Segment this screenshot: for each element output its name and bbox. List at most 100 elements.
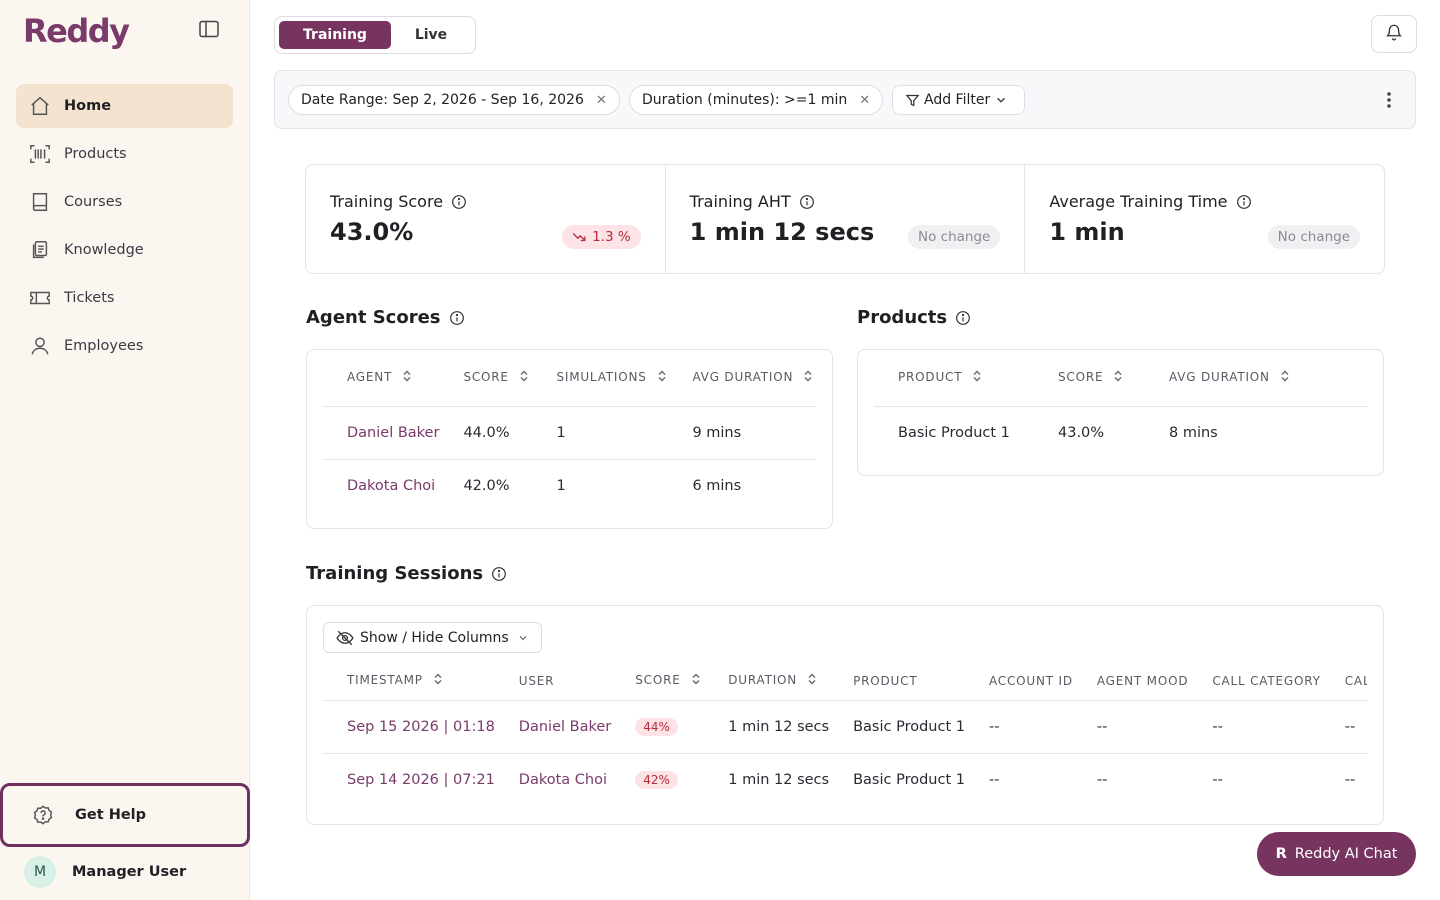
column-header-avg-duration[interactable]: AVG DURATION bbox=[1145, 350, 1367, 407]
sidebar-toggle-icon[interactable] bbox=[198, 18, 220, 40]
info-icon[interactable] bbox=[491, 566, 507, 582]
column-header-account-id[interactable]: ACCOUNT ID bbox=[964, 662, 1073, 701]
sidebar-item-products[interactable]: Products bbox=[16, 132, 233, 176]
table-cell: 9 mins bbox=[668, 406, 816, 460]
sort-icon[interactable] bbox=[1113, 370, 1123, 385]
show-hide-columns-button[interactable]: Show / Hide Columns bbox=[323, 622, 542, 653]
ai-chat-label: Reddy AI Chat bbox=[1294, 846, 1398, 862]
session-user-link[interactable]: Dakota Choi bbox=[518, 771, 607, 788]
sidebar-item-employees[interactable]: Employees bbox=[16, 324, 233, 368]
table-row: Daniel Baker 44.0% 1 9 mins bbox=[323, 406, 816, 460]
sort-icon[interactable] bbox=[657, 370, 667, 385]
training-sessions-title: Training Sessions bbox=[306, 563, 507, 584]
column-header-simulations[interactable]: SIMULATIONS bbox=[532, 350, 669, 407]
info-icon[interactable] bbox=[955, 310, 971, 326]
agent-scores-title: Agent Scores bbox=[306, 307, 465, 328]
ai-chat-button[interactable]: R Reddy AI Chat bbox=[1257, 832, 1416, 876]
sidebar-item-knowledge[interactable]: Knowledge bbox=[16, 228, 233, 272]
session-user-link[interactable]: Daniel Baker bbox=[494, 700, 612, 754]
column-header-agent[interactable]: AGENT bbox=[323, 350, 440, 407]
table-cell: Basic Product 1 bbox=[853, 771, 965, 788]
column-header-product[interactable]: PRODUCT bbox=[829, 662, 965, 701]
ticket-icon bbox=[28, 286, 52, 310]
filter-chip-duration[interactable]: Duration (minutes): >=1 min ✕ bbox=[629, 85, 884, 115]
help-icon bbox=[31, 803, 55, 827]
user-profile[interactable]: M Manager User bbox=[24, 856, 186, 888]
sessions-table-scroll[interactable]: TIMESTAMP USER SCORE DURATION PRODUCT AC… bbox=[323, 662, 1367, 826]
column-header-score[interactable]: SCORE bbox=[439, 350, 533, 407]
trend-badge: No change bbox=[1267, 225, 1361, 249]
get-help-button[interactable]: Get Help bbox=[0, 783, 250, 847]
session-timestamp-link[interactable]: Sep 14 2026 | 07:21 bbox=[347, 771, 495, 788]
stat-card-training-aht: Training AHT 1 min 12 secs No change bbox=[666, 165, 1026, 273]
notifications-button[interactable] bbox=[1371, 15, 1417, 53]
products-title: Products bbox=[857, 307, 971, 328]
stat-value: 1 min 12 secs bbox=[689, 218, 875, 246]
sidebar-item-courses[interactable]: Courses bbox=[16, 180, 233, 224]
table-cell: 1 min 12 secs bbox=[704, 700, 830, 754]
add-filter-label: Add Filter bbox=[924, 92, 991, 108]
add-filter-button[interactable]: Add Filter bbox=[892, 85, 1026, 115]
close-icon[interactable]: ✕ bbox=[595, 92, 607, 108]
agent-link[interactable]: Dakota Choi bbox=[347, 477, 436, 494]
table-header-row: PRODUCT SCORE AVG DURATION bbox=[874, 350, 1367, 407]
table-cell: 6 mins bbox=[692, 477, 742, 494]
sort-icon[interactable] bbox=[519, 370, 529, 385]
table-cell: 42.0% bbox=[463, 477, 510, 494]
info-icon[interactable] bbox=[799, 194, 815, 210]
training-sessions-table: TIMESTAMP USER SCORE DURATION PRODUCT AC… bbox=[323, 662, 1367, 806]
sidebar-item-home[interactable]: Home bbox=[16, 84, 233, 128]
table-cell: Basic Product 1 bbox=[829, 700, 965, 754]
filter-chip-date-range[interactable]: Date Range: Sep 2, 2026 - Sep 16, 2026 ✕ bbox=[288, 85, 620, 115]
sort-icon[interactable] bbox=[691, 673, 701, 688]
table-cell: -- bbox=[1212, 771, 1223, 788]
filter-chip-label: Date Range: Sep 2, 2026 - Sep 16, 2026 bbox=[301, 92, 584, 108]
sort-icon[interactable] bbox=[803, 370, 813, 385]
app-logo[interactable]: Reddy bbox=[23, 12, 130, 50]
sort-icon[interactable] bbox=[1280, 370, 1290, 385]
sidebar-item-label: Products bbox=[64, 146, 127, 162]
session-timestamp-link[interactable]: Sep 15 2026 | 01:18 bbox=[323, 700, 495, 754]
table-cell: 1 bbox=[556, 477, 566, 494]
table-cell: Basic Product 1 bbox=[898, 424, 1010, 441]
info-icon[interactable] bbox=[449, 310, 465, 326]
table-cell: -- bbox=[1096, 771, 1108, 788]
column-header-timestamp[interactable]: TIMESTAMP bbox=[323, 662, 495, 701]
column-header-call-type[interactable]: CALL T... bbox=[1320, 662, 1367, 701]
sort-icon[interactable] bbox=[807, 673, 817, 688]
table-row: Sep 14 2026 | 07:21 Dakota Choi 42% 1 mi… bbox=[323, 753, 1367, 806]
avatar: M bbox=[24, 856, 56, 888]
products-table: PRODUCT SCORE AVG DURATION Basic Product… bbox=[874, 350, 1367, 459]
tab-training[interactable]: Training bbox=[279, 21, 391, 49]
table-cell: 1 min 12 secs bbox=[728, 771, 830, 788]
more-options-icon[interactable] bbox=[1377, 88, 1401, 112]
sidebar-nav: Home Products Courses Knowledge Tickets bbox=[16, 84, 233, 372]
sort-icon[interactable] bbox=[433, 673, 443, 688]
info-icon[interactable] bbox=[451, 194, 467, 210]
column-header-score[interactable]: SCORE bbox=[1034, 350, 1145, 407]
sidebar: Reddy Home Products Courses Knowle bbox=[0, 0, 250, 900]
table-row: Basic Product 1 43.0% 8 mins bbox=[874, 406, 1367, 459]
sort-icon[interactable] bbox=[972, 370, 982, 385]
table-cell: 42% bbox=[611, 753, 704, 806]
info-icon[interactable] bbox=[1236, 194, 1252, 210]
close-icon[interactable]: ✕ bbox=[859, 92, 871, 108]
trend-badge: No change bbox=[908, 225, 1001, 249]
sidebar-item-tickets[interactable]: Tickets bbox=[16, 276, 233, 320]
column-header-score[interactable]: SCORE bbox=[611, 662, 705, 701]
table-cell: 8 mins bbox=[1169, 424, 1218, 441]
column-header-product[interactable]: PRODUCT bbox=[874, 350, 1034, 407]
column-header-user[interactable]: USER bbox=[494, 662, 612, 701]
sort-icon[interactable] bbox=[402, 370, 412, 385]
agent-link[interactable]: Daniel Baker bbox=[323, 406, 440, 460]
user-icon bbox=[28, 334, 52, 358]
table-cell: -- bbox=[1072, 700, 1189, 754]
trend-down-icon bbox=[572, 230, 586, 244]
column-header-call-category[interactable]: CALL CATEGORY bbox=[1188, 662, 1321, 701]
column-header-duration[interactable]: DURATION bbox=[704, 662, 830, 701]
column-header-avg-duration[interactable]: AVG DURATION bbox=[668, 350, 816, 407]
tab-live[interactable]: Live bbox=[414, 27, 448, 43]
table-cell: 44% bbox=[611, 700, 705, 754]
column-header-agent-mood[interactable]: AGENT MOOD bbox=[1072, 662, 1189, 701]
chevron-down-icon bbox=[994, 93, 1008, 107]
